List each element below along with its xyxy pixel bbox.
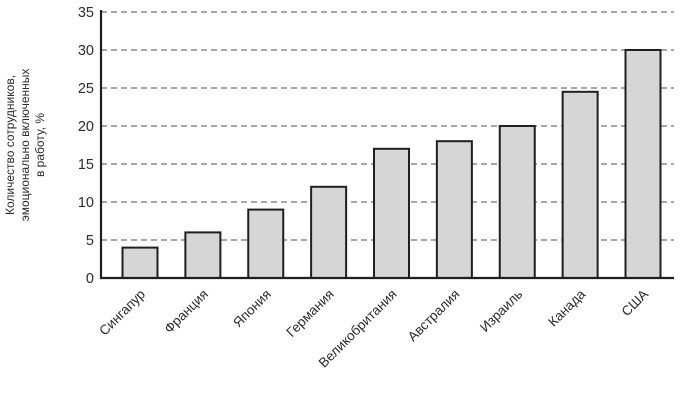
category-label-2: Япония [230,287,274,331]
category-label-8: США [618,287,651,320]
category-label-1: Франция [161,287,211,337]
y-tick-label-20: 20 [78,119,94,135]
bar-4 [373,147,410,279]
bar-3 [310,185,348,279]
y-axis-title-line-0: Количество сотрудников, [3,75,17,215]
y-tick-label-35: 35 [78,5,94,21]
bar-5 [435,140,473,279]
category-label-7: Канада [545,286,588,329]
category-label-0: Сингапур [96,287,148,339]
y-axis-title-line-1: эмоционально включенных [18,69,32,222]
y-tick-label-30: 30 [78,43,94,59]
category-label-5: Австралия [405,287,463,345]
bar-0 [121,246,159,280]
bar-1 [184,231,222,279]
category-label-3: Германия [283,287,336,340]
y-tick-label-15: 15 [78,157,94,173]
y-tick-label-5: 5 [86,233,94,249]
y-tick-label-10: 10 [78,195,94,211]
bar-2 [247,208,285,280]
bar-8 [624,49,662,279]
y-tick-label-0: 0 [86,271,94,287]
category-label-6: Израиль [477,287,525,335]
bar-6 [498,125,536,279]
y-tick-label-25: 25 [78,81,94,97]
bar-7 [561,90,599,279]
y-axis-title-line-2: в работу, % [33,113,47,177]
